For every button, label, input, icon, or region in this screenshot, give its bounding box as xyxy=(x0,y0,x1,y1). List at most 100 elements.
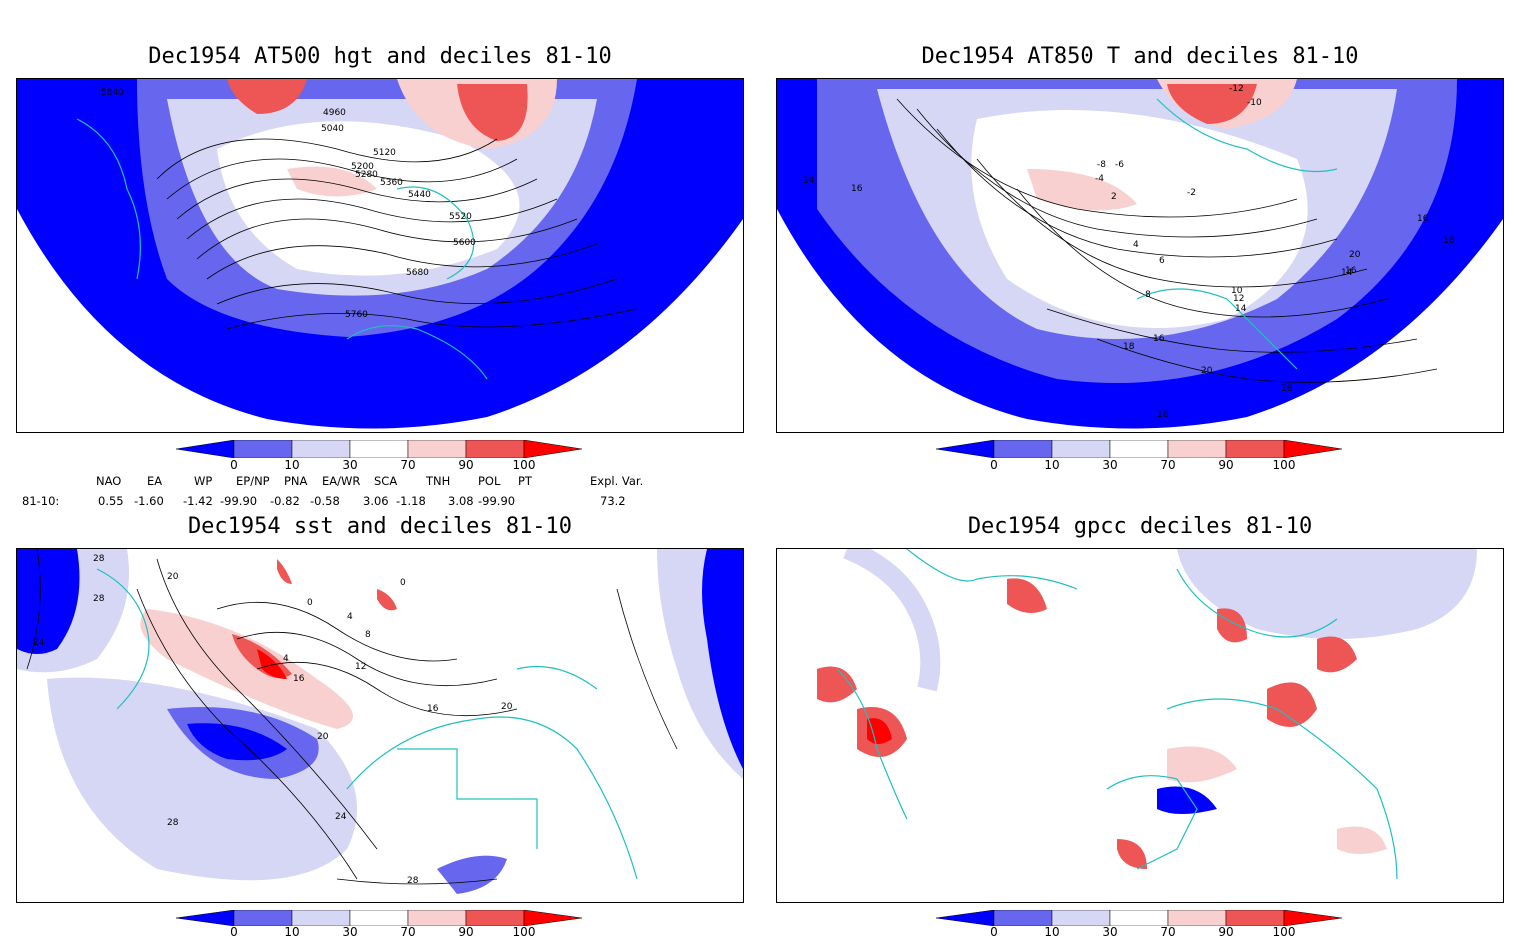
contour-label: 8 xyxy=(365,630,371,640)
index-value: -99.90 xyxy=(220,494,258,508)
contour-label: 0 xyxy=(307,598,313,608)
colorbar-swatches xyxy=(935,439,1343,459)
coastlines xyxy=(836,549,1398,880)
contour-label: 12 xyxy=(1233,294,1244,304)
colorbar-tick: 100 xyxy=(512,458,536,472)
colorbar-t850: 0 10 30 70 90 100 xyxy=(935,439,1346,474)
map-gpcc xyxy=(776,548,1504,903)
index-header: WP xyxy=(194,474,213,488)
colorbar-sst: 0 10 30 70 90 100 xyxy=(175,909,586,940)
colorbar-tick: 100 xyxy=(512,925,536,939)
contour-label: 5760 xyxy=(345,310,368,320)
contour-label: -10 xyxy=(1247,98,1262,108)
colorbar-tick: 0 xyxy=(990,458,998,472)
index-value: 0.55 xyxy=(98,494,124,508)
colorbar-hgt: 0 10 30 70 90 100 xyxy=(175,439,586,474)
contour-label: 18 xyxy=(1123,342,1135,352)
contour-label: 28 xyxy=(407,876,419,886)
colorbar-tick: 90 xyxy=(1218,458,1234,472)
contour-label: 20 xyxy=(501,702,513,712)
colorbar-gpcc: 0 10 30 70 90 100 xyxy=(935,909,1346,940)
contour-label: 16 xyxy=(1417,214,1429,224)
colorbar-tick: 90 xyxy=(458,458,474,472)
contour-label: -8 xyxy=(1097,160,1106,170)
contour-label: 4960 xyxy=(323,108,346,118)
contour-label: 14 xyxy=(803,176,815,186)
colorbar-tick: 10 xyxy=(284,458,300,472)
colorbar-swatches xyxy=(935,909,1343,927)
index-value: -1.42 xyxy=(183,494,213,508)
contour-label: 14 xyxy=(1341,268,1353,278)
contour-label: 2 xyxy=(1111,192,1117,202)
colorbar-tick: 0 xyxy=(230,458,238,472)
colorbar-tick: 30 xyxy=(342,925,358,939)
contour-label: -12 xyxy=(1229,84,1244,94)
contour-label: -6 xyxy=(1115,160,1124,170)
colorbar-tick: 30 xyxy=(342,458,358,472)
index-value: -1.60 xyxy=(134,494,164,508)
contour-label: 5440 xyxy=(408,190,431,200)
panel-title-t850: Dec1954 AT850 T and deciles 81-10 xyxy=(921,44,1359,69)
contour-label: 4 xyxy=(347,612,353,622)
contour-label: 5360 xyxy=(380,178,403,188)
contour-label: 0 xyxy=(400,578,406,588)
index-header: Expl. Var. xyxy=(590,474,644,488)
index-header: EP/NP xyxy=(236,474,270,488)
contour-labels: 14 16 -12 -10 -8 -6 -4 -2 2 4 6 8 10 12 … xyxy=(803,84,1455,420)
index-header: POL xyxy=(478,474,501,488)
contour-labels: 28 28 20 24 0 0 4 8 4 12 16 16 20 20 24 … xyxy=(33,554,513,886)
coastlines xyxy=(1136,98,1338,370)
colorbar-tick: 100 xyxy=(1272,925,1296,939)
colorbar-tick: 30 xyxy=(1102,925,1118,939)
contour-label: 20 xyxy=(317,732,329,742)
indices-row-label: 81-10: xyxy=(22,494,60,508)
contour-label: 18 xyxy=(1443,236,1455,246)
colorbar-tick: 70 xyxy=(1160,925,1176,939)
index-header: TNH xyxy=(426,474,451,488)
panel-title-gpcc: Dec1954 gpcc deciles 81-10 xyxy=(967,514,1313,539)
contour-label: 5200 xyxy=(351,162,374,172)
contour-label: 16 xyxy=(1157,410,1169,420)
contour-label: 4 xyxy=(1133,240,1139,250)
map-hgt: 5840 4960 5040 5120 5200 5280 5360 5440 … xyxy=(16,78,744,433)
contour-label: 16 xyxy=(1153,334,1165,344)
contour-label: 16 xyxy=(293,674,305,684)
contour-label: 4 xyxy=(283,654,289,664)
contour-label: 6 xyxy=(1159,256,1165,266)
index-header: EA/WR xyxy=(322,474,361,488)
map-t850: 14 16 -12 -10 -8 -6 -4 -2 2 4 6 8 10 12 … xyxy=(776,78,1504,433)
deciles-shading xyxy=(17,549,743,894)
colorbar-tick: 10 xyxy=(1044,925,1060,939)
index-value: 73.2 xyxy=(600,494,626,508)
index-header: PNA xyxy=(284,474,308,488)
index-header: NAO xyxy=(96,474,122,488)
contour-label: 20 xyxy=(1349,250,1361,260)
index-value: 3.08 xyxy=(448,494,474,508)
index-value: 3.06 xyxy=(363,494,389,508)
contour-label: 14 xyxy=(1235,304,1247,314)
colorbar-tick: 10 xyxy=(284,925,300,939)
height-contours xyxy=(156,138,638,330)
colorbar-swatches xyxy=(175,909,583,927)
colorbar-tick: 70 xyxy=(1160,458,1176,472)
contour-label: 24 xyxy=(335,812,347,822)
colorbar-tick: 0 xyxy=(230,925,238,939)
contour-label: 5040 xyxy=(321,124,344,134)
contour-label: 16 xyxy=(1345,266,1357,276)
index-value: -99.90 xyxy=(478,494,516,508)
colorbar-swatches xyxy=(175,439,583,459)
coastlines xyxy=(96,568,638,880)
contour-label: 8 xyxy=(1145,290,1151,300)
colorbar-tick: 0 xyxy=(990,925,998,939)
colorbar-tick: 90 xyxy=(1218,925,1234,939)
temperature-contours xyxy=(896,98,1438,383)
index-header: EA xyxy=(147,474,163,488)
contour-label: 20 xyxy=(167,572,179,582)
contour-label: 5680 xyxy=(406,268,429,278)
index-header: PT xyxy=(518,474,532,488)
contour-label: 5520 xyxy=(449,212,472,222)
contour-label: 24 xyxy=(33,638,45,648)
index-value: -0.82 xyxy=(270,494,300,508)
contour-label: 20 xyxy=(1201,366,1213,376)
contour-label: 16 xyxy=(851,184,863,194)
